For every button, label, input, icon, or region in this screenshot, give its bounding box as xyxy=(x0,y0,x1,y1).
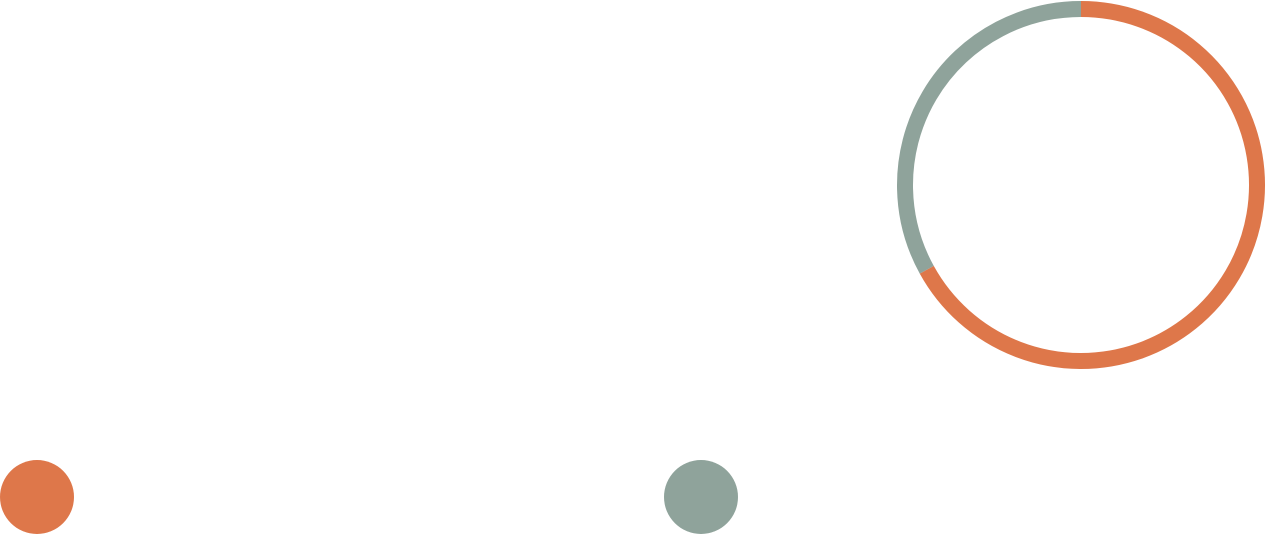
legend-swatch-series-2 xyxy=(664,460,738,534)
legend-swatch-series-1 xyxy=(0,460,74,534)
donut-segment-1 xyxy=(919,1,1265,369)
donut-segment-2 xyxy=(897,1,1082,274)
